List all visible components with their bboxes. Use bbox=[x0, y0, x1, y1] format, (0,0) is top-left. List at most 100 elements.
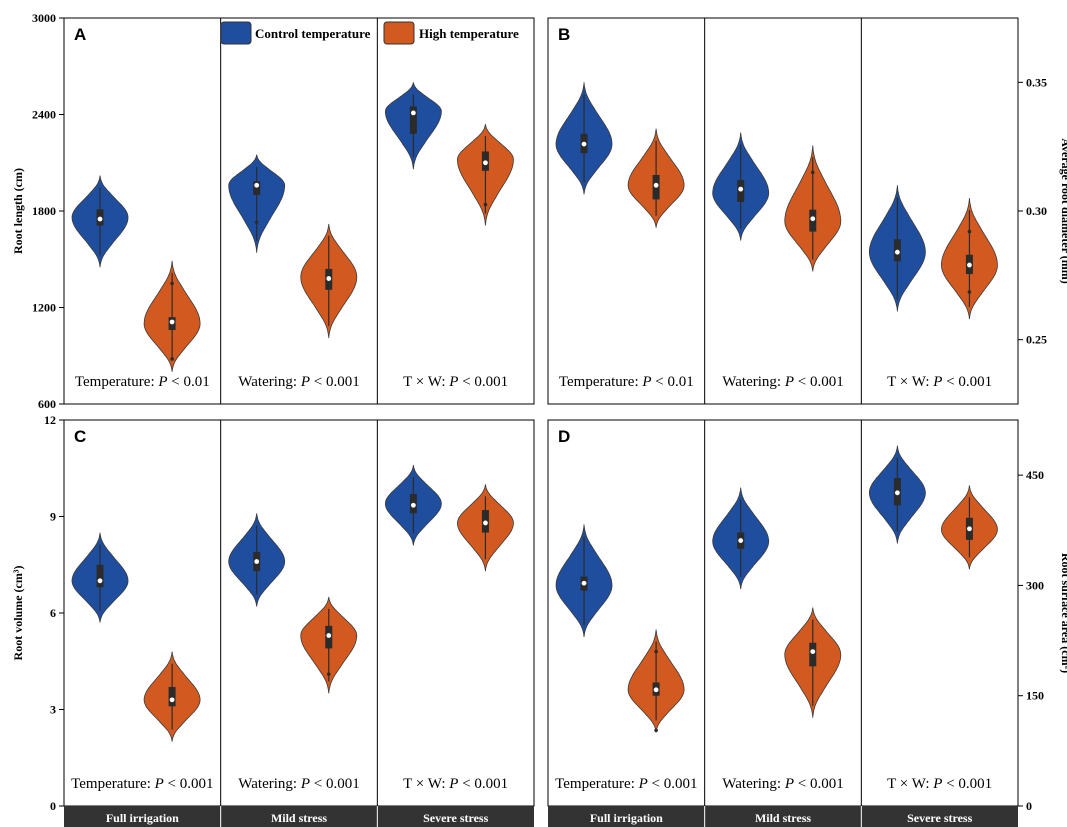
median-dot bbox=[254, 182, 260, 188]
y-tick-label: 0.35 bbox=[1026, 75, 1047, 89]
outlier-point bbox=[254, 220, 259, 225]
outlier-point bbox=[967, 229, 972, 234]
y-tick-label: 2400 bbox=[32, 108, 56, 122]
median-dot bbox=[410, 502, 416, 508]
median-dot bbox=[410, 110, 416, 116]
y-tick-label: 0.30 bbox=[1026, 204, 1047, 218]
median-dot bbox=[894, 490, 900, 496]
y-axis-label: Root surface area (cm²) bbox=[1059, 553, 1067, 673]
annotation-p: P bbox=[784, 374, 794, 390]
panel-d: D 0 150 300 450 Root surface area (cm²) Temper… bbox=[547, 419, 1067, 813]
y-tick-label: 300 bbox=[1026, 578, 1044, 592]
annotation-prefix: T × W: bbox=[887, 776, 933, 792]
median-dot bbox=[326, 276, 332, 281]
annotation-p: P bbox=[932, 776, 942, 792]
annotation-p: P bbox=[154, 776, 164, 792]
p-value-annotation: T × W: P < 0.001 bbox=[403, 776, 508, 792]
outlier-point bbox=[654, 728, 658, 733]
category-bar-left: Full irrigation Mild stress Severe stress bbox=[64, 806, 534, 827]
median-dot bbox=[97, 578, 103, 584]
median-dot bbox=[738, 538, 744, 543]
annotation-suffix: < 0.01 bbox=[652, 374, 694, 390]
outlier-point bbox=[967, 290, 972, 294]
y-tick-label: 3000 bbox=[32, 11, 56, 25]
category-label: Severe stress bbox=[423, 811, 489, 825]
panel-a: A 600 1200 1800 2400 3000 Root length (cm) Temp… bbox=[11, 11, 535, 411]
p-value-annotation: Temperature: P < 0.001 bbox=[555, 776, 697, 792]
annotation-suffix: < 0.001 bbox=[458, 374, 508, 390]
y-tick-label: 9 bbox=[50, 510, 56, 524]
legend: Control temperature High temperature bbox=[220, 21, 519, 45]
median-dot bbox=[894, 249, 900, 255]
panel-letter: D bbox=[558, 427, 570, 446]
y-tick-label: 0 bbox=[1026, 799, 1032, 813]
median-dot bbox=[967, 262, 972, 268]
p-value-annotation: Watering: P < 0.001 bbox=[722, 374, 843, 390]
box bbox=[809, 642, 817, 667]
category-label: Mild stress bbox=[755, 811, 811, 825]
p-value-annotation: Temperature: P < 0.001 bbox=[71, 776, 213, 792]
y-tick-label: 1200 bbox=[32, 301, 56, 315]
y-tick-label: 12 bbox=[44, 413, 56, 427]
annotation-suffix: < 0.001 bbox=[164, 776, 214, 792]
y-axis-label: Root length (cm) bbox=[11, 168, 25, 254]
y-tick-label: 1800 bbox=[32, 204, 56, 218]
y-tick-label: 150 bbox=[1026, 689, 1044, 703]
panel-b: B 0.25 0.30 0.35 Average root diameter (mm) T… bbox=[547, 17, 1067, 405]
panel-frame bbox=[63, 17, 535, 405]
annotation-p: P bbox=[638, 776, 648, 792]
panel-c: C 0 3 6 9 12 Root volume (cm³) Temperature: P <… bbox=[11, 413, 535, 813]
y-axis-label: Root volume (cm³) bbox=[11, 566, 25, 661]
outlier-point bbox=[483, 202, 488, 207]
y-tick-label: 0.25 bbox=[1026, 333, 1047, 347]
p-value-annotation: Temperature: P < 0.01 bbox=[75, 374, 210, 390]
annotation-prefix: Temperature: bbox=[555, 776, 639, 792]
category-label: Mild stress bbox=[271, 811, 327, 825]
annotation-suffix: < 0.001 bbox=[458, 776, 508, 792]
category-label: Full irrigation bbox=[590, 811, 663, 825]
annotation-prefix: Temperature: bbox=[71, 776, 155, 792]
category-bar-bg bbox=[548, 806, 1018, 827]
annotation-p: P bbox=[300, 776, 310, 792]
box bbox=[253, 181, 261, 195]
median-dot bbox=[169, 319, 175, 325]
y-tick-label: 450 bbox=[1026, 468, 1044, 482]
box bbox=[409, 106, 417, 134]
annotation-suffix: < 0.001 bbox=[310, 374, 360, 390]
median-dot bbox=[653, 687, 659, 693]
category-label: Severe stress bbox=[907, 811, 973, 825]
annotation-prefix: Watering: bbox=[722, 776, 785, 792]
median-dot bbox=[653, 182, 659, 188]
p-value-annotation: Watering: P < 0.001 bbox=[722, 776, 843, 792]
y-tick-label: 600 bbox=[38, 397, 56, 411]
legend-label-control: Control temperature bbox=[255, 26, 371, 41]
median-dot bbox=[581, 141, 587, 147]
annotation-prefix: Watering: bbox=[722, 374, 785, 390]
annotation-suffix: < 0.001 bbox=[648, 776, 698, 792]
outlier-point bbox=[170, 357, 174, 361]
legend-label-high: High temperature bbox=[419, 26, 519, 41]
annotation-prefix: Temperature: bbox=[75, 374, 159, 390]
annotation-prefix: T × W: bbox=[403, 374, 449, 390]
annotation-p: P bbox=[641, 374, 651, 390]
median-dot bbox=[254, 559, 260, 564]
y-tick-label: 0 bbox=[50, 799, 56, 813]
box bbox=[96, 564, 104, 588]
median-dot bbox=[483, 160, 488, 166]
annotation-p: P bbox=[300, 374, 310, 390]
annotation-prefix: T × W: bbox=[887, 374, 933, 390]
annotation-prefix: Watering: bbox=[238, 776, 301, 792]
annotation-prefix: T × W: bbox=[403, 776, 449, 792]
median-dot bbox=[810, 649, 816, 654]
p-value-annotation: Watering: P < 0.001 bbox=[238, 776, 359, 792]
median-dot bbox=[967, 526, 972, 532]
p-value-annotation: T × W: P < 0.001 bbox=[887, 776, 992, 792]
annotation-p: P bbox=[157, 374, 167, 390]
annotation-prefix: Watering: bbox=[238, 374, 301, 390]
outlier-point bbox=[326, 672, 331, 676]
annotation-suffix: < 0.001 bbox=[794, 374, 844, 390]
annotation-suffix: < 0.001 bbox=[942, 374, 992, 390]
panel-letter: B bbox=[558, 25, 570, 44]
annotation-suffix: < 0.01 bbox=[168, 374, 210, 390]
median-dot bbox=[581, 580, 587, 586]
